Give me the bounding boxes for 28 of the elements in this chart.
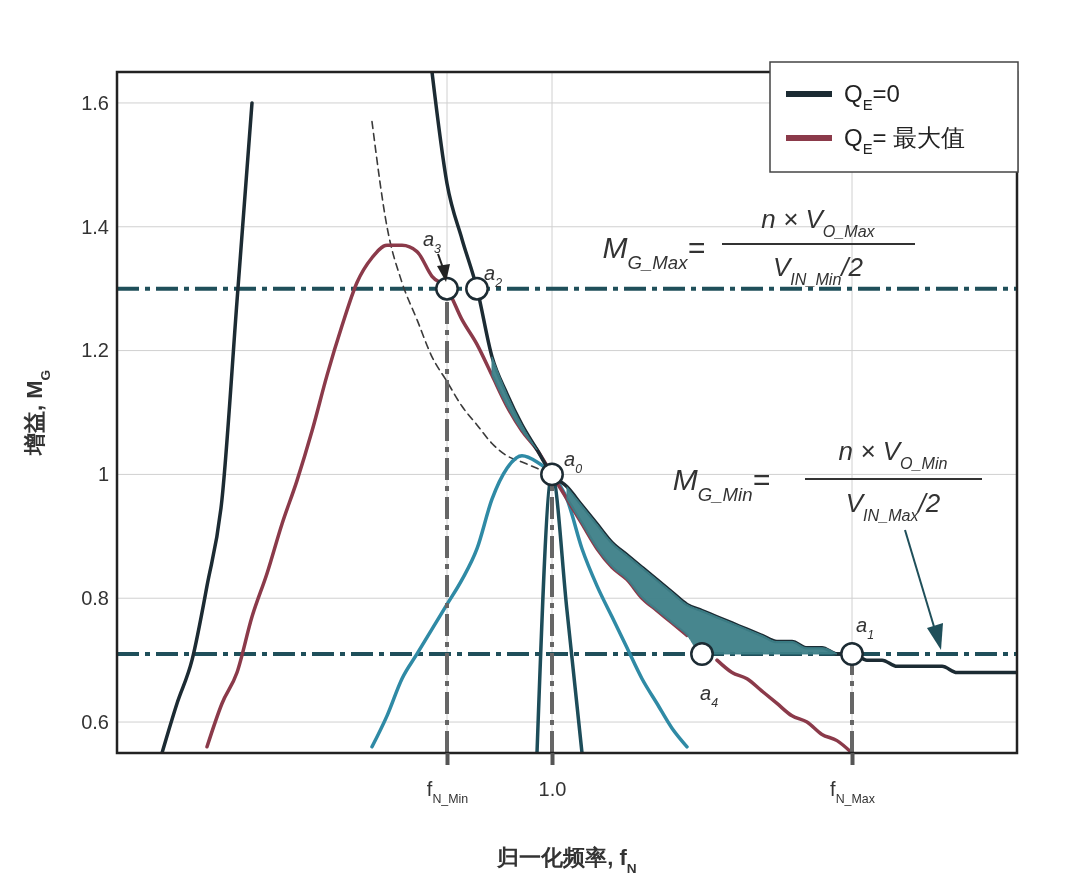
annotation: a$_{3}$	[422, 228, 442, 256]
legend-label: Q$_{E}$=0	[844, 80, 900, 113]
y-tick-label: 1.6	[81, 91, 109, 114]
x-tick-label: 1.0	[538, 778, 567, 800]
point	[540, 462, 564, 487]
legend-label: Q$_{E}$= 最大值	[844, 124, 966, 157]
x-axis-title: 归一化频率, f$_{N}$	[496, 845, 637, 876]
annotation: a$_{4}$	[700, 682, 719, 710]
annotation: M$_{G_Max}$=	[602, 231, 705, 273]
annotation: V$_{IN_Max}$/2	[845, 488, 941, 524]
annotation: n × V$_{O_Min}$	[838, 436, 948, 472]
y-tick-label: 1.2	[81, 339, 109, 362]
x-tick-label: f$_{N_Min}$	[426, 778, 469, 806]
point	[435, 276, 459, 301]
y-tick-label: 1.4	[81, 215, 109, 238]
point	[690, 642, 714, 666]
annotation: M$_{G_Min}$=	[672, 463, 770, 505]
point	[840, 642, 864, 666]
line-series	[160, 101, 254, 753]
annotation: V$_{IN_Min}$/2	[772, 252, 864, 288]
y-tick-label: 0.6	[81, 710, 109, 733]
y-tick-label: 1	[97, 463, 109, 486]
annotation: a$_{0}$	[564, 448, 583, 476]
annotation: a$_{1}$	[856, 614, 875, 642]
y-tick-label: 0.8	[81, 587, 109, 610]
x-tick-label: f$_{N_Max}$	[830, 778, 876, 806]
annotation: a$_{2}$	[484, 262, 503, 290]
annotation: n × V$_{O_Max}$	[761, 204, 876, 240]
